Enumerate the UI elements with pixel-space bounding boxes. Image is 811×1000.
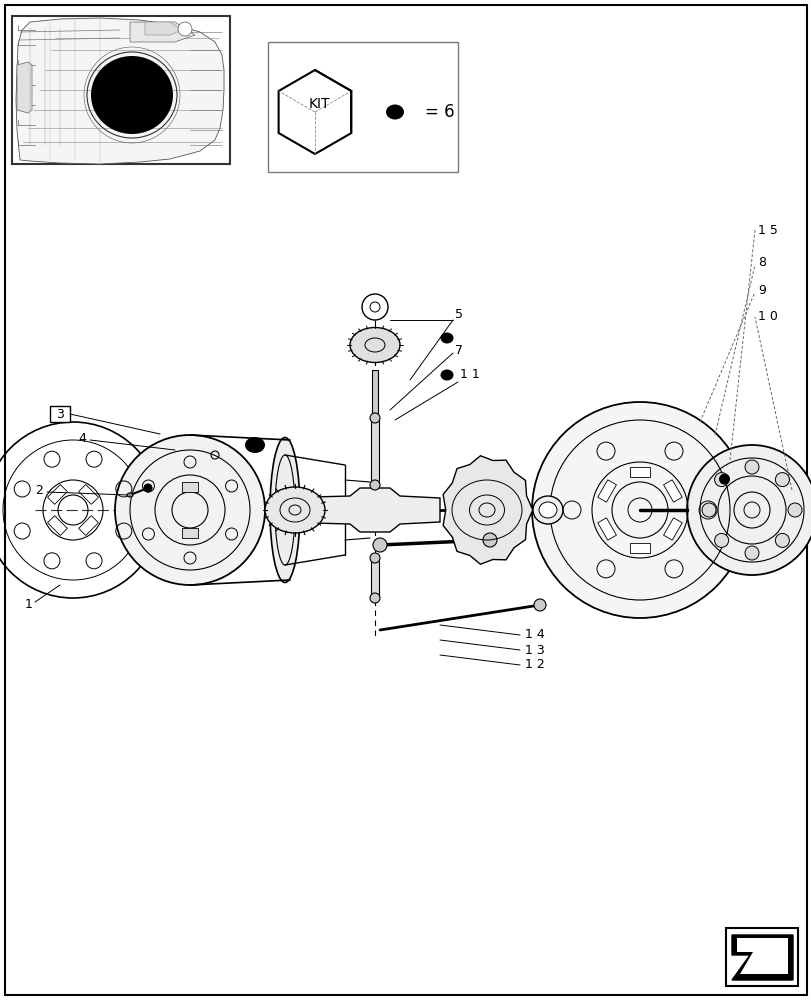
Bar bbox=[48, 485, 67, 504]
Bar bbox=[48, 516, 67, 535]
Ellipse shape bbox=[385, 105, 404, 120]
Bar bbox=[371, 420, 379, 485]
Circle shape bbox=[370, 480, 380, 490]
Text: 3: 3 bbox=[56, 408, 64, 420]
Text: = 6: = 6 bbox=[424, 103, 454, 121]
Circle shape bbox=[115, 435, 264, 585]
Bar bbox=[725, 928, 797, 986]
Polygon shape bbox=[130, 22, 195, 42]
Circle shape bbox=[702, 503, 715, 517]
Ellipse shape bbox=[440, 332, 453, 344]
Circle shape bbox=[775, 473, 788, 487]
Circle shape bbox=[719, 474, 728, 484]
Polygon shape bbox=[275, 488, 440, 532]
Ellipse shape bbox=[264, 487, 324, 533]
Text: 1 0: 1 0 bbox=[757, 310, 777, 324]
Text: 1 4: 1 4 bbox=[525, 628, 544, 642]
Text: 5: 5 bbox=[454, 308, 462, 322]
Text: 7: 7 bbox=[454, 344, 462, 357]
Bar bbox=[663, 518, 681, 540]
Circle shape bbox=[714, 473, 727, 487]
Bar bbox=[50, 406, 70, 422]
Circle shape bbox=[370, 553, 380, 563]
Bar bbox=[12, 16, 230, 164]
Bar bbox=[663, 480, 681, 502]
Circle shape bbox=[483, 533, 496, 547]
Text: 1: 1 bbox=[25, 598, 32, 611]
Text: 4: 4 bbox=[78, 432, 86, 444]
Bar bbox=[597, 480, 616, 502]
Bar bbox=[371, 370, 378, 415]
Circle shape bbox=[686, 445, 811, 575]
Text: 1 3: 1 3 bbox=[525, 644, 544, 656]
Bar bbox=[79, 516, 98, 535]
Text: 2: 2 bbox=[35, 484, 43, 496]
Circle shape bbox=[744, 546, 758, 560]
Ellipse shape bbox=[350, 328, 400, 362]
Text: 8: 8 bbox=[757, 256, 765, 269]
Circle shape bbox=[362, 294, 388, 320]
Bar bbox=[597, 518, 616, 540]
Circle shape bbox=[787, 503, 801, 517]
Text: 9: 9 bbox=[757, 284, 765, 296]
Bar bbox=[629, 543, 649, 553]
Text: KIT: KIT bbox=[308, 97, 329, 111]
Ellipse shape bbox=[245, 437, 264, 453]
Ellipse shape bbox=[440, 369, 453, 380]
Ellipse shape bbox=[91, 56, 173, 134]
Bar bbox=[629, 467, 649, 477]
Ellipse shape bbox=[270, 438, 299, 582]
Polygon shape bbox=[17, 62, 32, 113]
Bar bbox=[182, 482, 198, 492]
Text: 1 1: 1 1 bbox=[460, 368, 479, 381]
Bar bbox=[371, 558, 379, 598]
Text: 1 2: 1 2 bbox=[525, 658, 544, 672]
Polygon shape bbox=[145, 22, 182, 35]
Ellipse shape bbox=[539, 502, 556, 518]
Circle shape bbox=[775, 533, 788, 547]
Polygon shape bbox=[443, 456, 532, 564]
Circle shape bbox=[714, 533, 727, 547]
Circle shape bbox=[744, 460, 758, 474]
Text: 1 5: 1 5 bbox=[757, 224, 777, 237]
Ellipse shape bbox=[127, 493, 133, 497]
Bar bbox=[268, 42, 457, 172]
Circle shape bbox=[531, 402, 747, 618]
Circle shape bbox=[370, 593, 380, 603]
Polygon shape bbox=[731, 935, 792, 980]
Bar bbox=[182, 528, 198, 538]
Bar bbox=[79, 485, 98, 504]
Circle shape bbox=[144, 484, 152, 492]
Polygon shape bbox=[278, 70, 351, 154]
Polygon shape bbox=[736, 938, 787, 974]
Circle shape bbox=[178, 22, 191, 36]
Circle shape bbox=[370, 413, 380, 423]
Polygon shape bbox=[16, 18, 224, 164]
Ellipse shape bbox=[532, 496, 562, 524]
Circle shape bbox=[372, 538, 387, 552]
Circle shape bbox=[534, 599, 545, 611]
